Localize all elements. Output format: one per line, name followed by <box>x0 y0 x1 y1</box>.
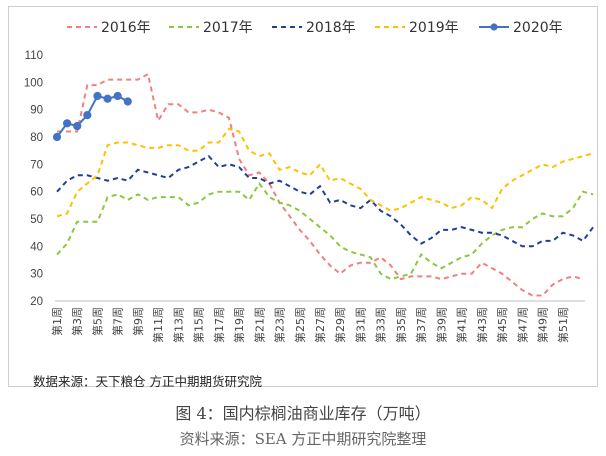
x-axis: 第1周 第3周 第5周 第7周 第9周 第11周 第13周 第15周 第17周 第19周 第21周第… <box>50 300 585 343</box>
x-tick-label: 第51周 <box>556 307 570 343</box>
x-tick-label: 第45周 <box>495 307 509 343</box>
series-line-1 <box>56 181 594 281</box>
y-axis: 20 30 40 50 60 70 80 90 100 110 <box>24 50 43 308</box>
x-tick-label: 第33周 <box>374 307 388 343</box>
x-tick-label: 第39周 <box>434 307 448 343</box>
x-tick-label: 第31周 <box>353 307 367 343</box>
y-tick-label: 70 <box>30 159 43 171</box>
x-tick-label: 第7周 <box>111 307 125 336</box>
x-tick-label: 第19周 <box>232 307 246 343</box>
x-tick-label: 第13周 <box>171 307 185 343</box>
legend-label: 2019年 <box>409 20 459 36</box>
x-tick-label: 第41周 <box>455 307 469 343</box>
legend: 2016年 2017年 2018年 2019年 2020年 <box>67 20 563 36</box>
legend-label: 2016年 <box>101 20 151 36</box>
series-marker <box>93 91 102 101</box>
x-tick-label: 第21周 <box>252 307 266 343</box>
chart-frame: 2016年 2017年 2018年 2019年 2020年 20 30 40 50 60 70 80… <box>8 6 598 389</box>
x-tick-label: 第29周 <box>333 307 347 343</box>
chart-svg: 2016年 2017年 2018年 2019年 2020年 20 30 40 50 60 70 80… <box>24 20 594 343</box>
x-tick-label: 第15周 <box>192 307 206 343</box>
y-tick-label: 50 <box>30 214 43 226</box>
x-tick-label: 第35周 <box>394 307 408 343</box>
series-marker <box>63 119 72 128</box>
x-tick-label: 第49周 <box>536 307 550 343</box>
x-tick-label: 第43周 <box>475 307 489 343</box>
x-tick-label: 第17周 <box>212 307 226 343</box>
series-marker <box>123 97 132 106</box>
y-tick-label: 110 <box>25 50 43 62</box>
x-tick-label: 第27周 <box>313 307 327 343</box>
series-line-2 <box>56 154 594 248</box>
x-tick-label: 第5周 <box>90 307 104 336</box>
x-tick-label: 第9周 <box>131 307 145 336</box>
y-tick-label: 90 <box>30 105 43 117</box>
x-tick-label: 第47周 <box>515 307 529 343</box>
x-tick-label: 第25周 <box>293 307 307 343</box>
x-tick-label: 第23周 <box>273 307 287 343</box>
y-tick-label: 80 <box>30 132 43 144</box>
legend-marker <box>490 23 498 31</box>
y-tick-label: 60 <box>30 187 43 199</box>
series-marker <box>103 94 112 103</box>
x-tick-label: 第37周 <box>414 307 428 343</box>
x-tick-label: 第11周 <box>151 307 165 343</box>
series-marker <box>113 91 122 101</box>
y-tick-label: 40 <box>30 241 43 253</box>
y-tick-label: 20 <box>30 296 43 308</box>
series-marker <box>52 132 62 142</box>
series-marker <box>83 111 92 120</box>
series-marker <box>73 121 82 131</box>
series-line-0 <box>57 72 584 297</box>
figure-caption: 图 4：国内棕榈油商业库存（万吨） <box>175 404 431 423</box>
y-tick-label: 30 <box>30 269 43 281</box>
plot-area <box>52 72 594 297</box>
figure-source: 资料来源：SEA 方正中期研究院整理 <box>179 430 427 448</box>
series-line-3 <box>56 127 594 218</box>
legend-label: 2018年 <box>306 20 356 36</box>
legend-label: 2020年 <box>513 20 563 36</box>
legend-label: 2017年 <box>203 20 253 36</box>
data-source-note: 数据来源：天下粮仓 方正中期期货研究院 <box>33 374 262 389</box>
x-tick-label: 第3周 <box>70 307 84 336</box>
y-tick-label: 100 <box>24 77 43 89</box>
x-tick-label: 第1周 <box>50 307 64 336</box>
